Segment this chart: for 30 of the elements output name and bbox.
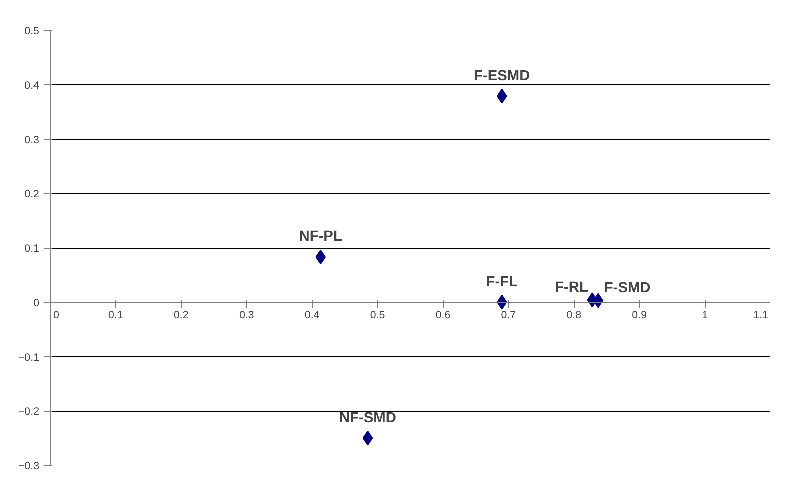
y-tick-label: 0.3 <box>24 134 40 146</box>
x-tick-label: 1 <box>702 309 708 322</box>
annotation: NF-PL <box>299 229 342 246</box>
y-tick-label: 0.1 <box>24 243 40 255</box>
point <box>593 293 604 308</box>
y-tick-label: −0.3 <box>18 460 40 472</box>
x-tick-label: 0.1 <box>108 309 124 322</box>
y-tick-label: 0 <box>34 297 40 310</box>
x-tick-label: 0.4 <box>304 309 320 322</box>
x-tick-label: 0.3 <box>239 309 254 322</box>
y-tick-label: 0.4 <box>24 80 40 92</box>
annotation: F-ESMD <box>474 68 530 84</box>
annotation: F-RL <box>555 280 589 296</box>
x-tick-label: 0 <box>54 309 60 322</box>
x-tick-label: 0.2 <box>174 309 189 322</box>
annotation: NF-SMD <box>339 410 396 426</box>
annotation: F-FL <box>486 274 518 290</box>
y-tick-label: 0.2 <box>24 188 40 201</box>
point <box>496 88 508 104</box>
x-tick-label: 0.7 <box>501 309 516 322</box>
annotation: F-SMD <box>604 280 651 297</box>
x-tick-label: 1.1 <box>754 309 769 322</box>
point <box>362 430 374 446</box>
y-tick-label: 0.5 <box>24 26 40 38</box>
y-tick-label: −0.1 <box>18 352 40 364</box>
x-tick-label: 0.5 <box>370 309 386 322</box>
x-tick-label: 0.8 <box>566 309 582 322</box>
y-tick-label: −0.2 <box>18 406 40 418</box>
x-tick-label: 0.6 <box>436 309 451 322</box>
x-tick-label: 0.9 <box>632 309 648 322</box>
